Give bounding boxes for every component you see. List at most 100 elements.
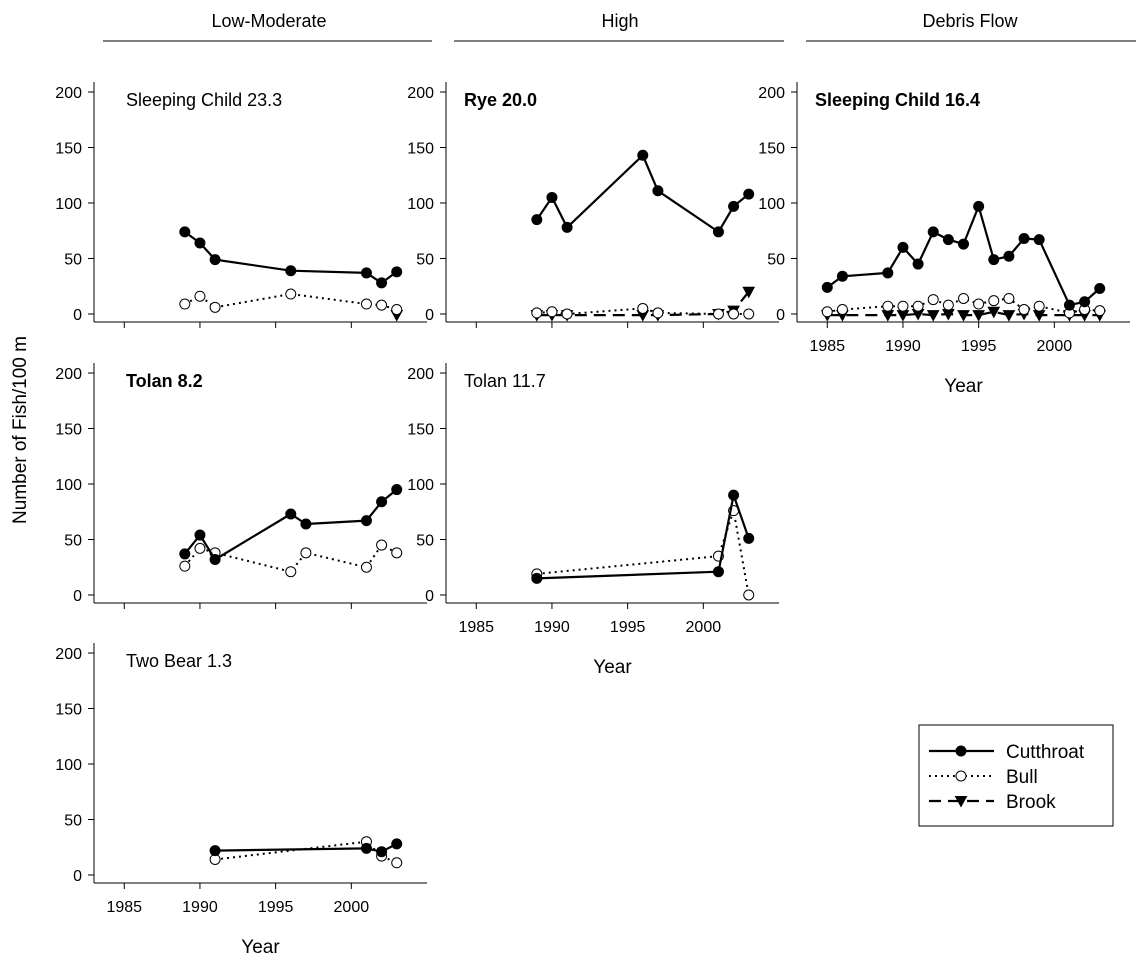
series-line-cutthroat: [536, 494, 750, 580]
data-point-bull: [728, 308, 740, 320]
data-point-bull: [179, 560, 191, 572]
x-tick-label: 2000: [334, 899, 370, 916]
legend-marker: [955, 745, 967, 757]
x-axis-title: Year: [944, 376, 983, 397]
y-tick-label: 150: [407, 422, 434, 439]
column-header-high: High: [601, 11, 638, 31]
series-brook: [820, 306, 1107, 322]
data-point-bull: [973, 298, 985, 310]
data-point-cutthroat: [300, 518, 312, 530]
data-point-cutthroat: [360, 842, 372, 854]
data-point-bull: [376, 539, 388, 551]
panels: 0 50 100 150 200 Sleeping Child 23.3 0 50 100 150…: [55, 82, 1130, 958]
data-point-brook: [742, 286, 756, 299]
series-line-brook: [827, 310, 1100, 317]
data-point-bull: [360, 561, 372, 573]
series-cutthroat: [179, 226, 403, 289]
series-line-bull: [214, 840, 398, 864]
data-point-bull: [300, 547, 312, 559]
y-tick-label: 0: [73, 868, 82, 885]
data-point-cutthroat: [988, 254, 1000, 266]
x-tick-label: 2000: [686, 619, 722, 636]
data-point-cutthroat: [1018, 233, 1030, 245]
data-point-cutthroat: [1063, 299, 1075, 311]
legend-frame: [918, 724, 1114, 827]
legend: Cutthroat Bull Brook: [918, 724, 1114, 827]
data-point-cutthroat: [743, 188, 755, 200]
data-point-bull: [194, 290, 206, 302]
series-cutthroat: [179, 484, 403, 565]
legend-item-bull: Bull: [929, 767, 1038, 788]
series-line-cutthroat: [215, 842, 398, 853]
data-point-cutthroat: [360, 515, 372, 527]
data-point-brook: [972, 310, 985, 322]
y-tick-label: 200: [758, 85, 785, 102]
data-point-cutthroat: [285, 508, 297, 520]
data-point-bull: [897, 300, 909, 312]
panel-tolan-8-2: 0 50 100 150 200 Tolan 8.2: [55, 363, 427, 609]
panel-two-bear-1-3: 0 50 100 150 200 1985 1990 1995 2000 Year Two Bear…: [55, 643, 427, 958]
data-point-cutthroat: [531, 572, 543, 584]
y-tick-label: 100: [407, 477, 434, 494]
series-cutthroat: [821, 200, 1106, 311]
y-tick-label: 0: [73, 588, 82, 605]
legend-label: Bull: [1006, 767, 1038, 788]
x-tick-label: 1990: [885, 338, 921, 355]
data-point-bull: [391, 547, 403, 559]
y-tick-label: 0: [425, 307, 434, 324]
y-tick-label: 100: [55, 477, 82, 494]
data-point-cutthroat: [712, 226, 724, 238]
data-point-bull: [988, 295, 1000, 307]
series-cutthroat: [209, 838, 403, 858]
data-point-bull: [836, 304, 848, 316]
data-point-bull: [285, 288, 297, 300]
series-bull: [179, 288, 403, 316]
data-point-brook: [926, 310, 940, 322]
data-point-cutthroat: [836, 270, 848, 282]
x-tick-label: 1995: [961, 338, 997, 355]
series-cutthroat: [531, 489, 755, 584]
panel-title: Sleeping Child 16.4: [815, 90, 980, 110]
y-tick-label: 0: [776, 307, 785, 324]
series-line-bull: [536, 509, 750, 596]
y-tick-label: 100: [407, 196, 434, 213]
series-bull: [209, 836, 403, 869]
y-tick-label: 200: [55, 366, 82, 383]
data-point-cutthroat: [882, 267, 894, 279]
data-point-bull: [927, 294, 939, 306]
data-point-cutthroat: [637, 149, 649, 161]
y-tick-label: 200: [407, 366, 434, 383]
data-point-cutthroat: [194, 237, 206, 249]
data-point-brook: [1002, 310, 1016, 322]
data-point-cutthroat: [194, 529, 206, 541]
data-point-cutthroat: [209, 553, 221, 565]
data-point-cutthroat: [376, 277, 388, 289]
data-point-bull: [179, 298, 191, 310]
x-tick-label: 1995: [610, 619, 646, 636]
panel-title: Sleeping Child 23.3: [126, 90, 282, 110]
x-tick-label: 2000: [1037, 338, 1073, 355]
data-point-bull: [391, 857, 403, 869]
column-header-debris-flow: Debris Flow: [922, 11, 1018, 31]
x-tick-label: 1985: [106, 899, 142, 916]
data-point-cutthroat: [376, 846, 388, 858]
data-point-bull: [958, 292, 969, 304]
y-tick-label: 200: [407, 85, 434, 102]
x-axis-title: Year: [241, 937, 280, 958]
y-tick-label: 100: [758, 196, 785, 213]
data-point-cutthroat: [285, 265, 297, 277]
data-point-bull: [360, 298, 372, 310]
series-cutthroat: [531, 149, 755, 238]
series-bull: [531, 302, 755, 320]
y-tick-label: 0: [73, 307, 82, 324]
data-point-bull: [194, 542, 206, 554]
data-point-cutthroat: [179, 548, 191, 560]
data-point-cutthroat: [376, 496, 388, 508]
y-tick-label: 50: [64, 813, 82, 830]
data-point-brook: [987, 306, 1001, 319]
data-point-cutthroat: [897, 241, 909, 253]
data-point-bull: [912, 300, 924, 312]
x-axis-title: Year: [593, 657, 632, 678]
y-tick-label: 150: [407, 141, 434, 158]
data-point-cutthroat: [712, 566, 724, 578]
